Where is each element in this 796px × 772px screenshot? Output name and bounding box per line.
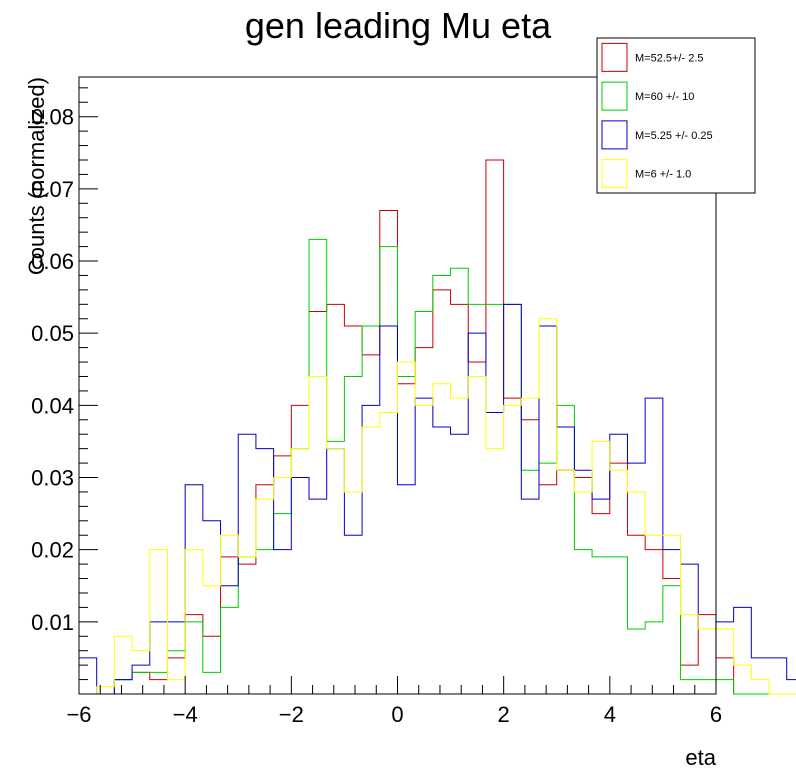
y-tick-label: 0.06 [31,249,74,274]
y-tick-label: 0.08 [31,105,74,130]
series-step-line [79,318,796,695]
series-step-line [79,238,796,695]
x-tick-label: 4 [604,702,616,727]
y-tick-label: 0.07 [31,177,74,202]
x-tick-label: 6 [710,702,722,727]
y-tick-label: 0.02 [31,538,74,563]
legend-swatch [601,120,628,150]
y-axis-label: Counts (normalized) [24,77,49,275]
histogram-series-layer [78,159,796,695]
legend-swatch [601,42,628,72]
x-tick-label: 0 [391,702,403,727]
legend: M=52.5+/- 2.5 M=60 +/- 10 M=5.25 +/- 0.25 M… [596,37,756,194]
x-tick-label: −2 [279,702,304,727]
axis-ticks: −6 −4 −2 0 2 4 6 0.01 0.02 0.03 0.04 0.05 0.06 0.07 0.… [31,87,722,727]
series-3-histogram [78,303,796,695]
x-tick-label: −6 [66,702,91,727]
legend-label: M=52.5+/- 2.5 [635,52,704,64]
chart-title: gen leading Mu eta [245,5,552,46]
series-step-line [78,303,796,695]
legend-box [596,37,756,194]
x-tick-label: 2 [498,702,510,727]
series-2-histogram [79,238,796,695]
x-tick-label: −4 [173,702,198,727]
legend-label: M=5.25 +/- 0.25 [635,130,713,142]
legend-swatch [601,81,628,111]
y-tick-label: 0.01 [31,610,74,635]
y-tick-label: 0.03 [31,466,74,491]
x-axis-label: eta [685,745,716,770]
legend-label: M=6 +/- 1.0 [635,169,691,181]
series-4-histogram [79,318,796,695]
y-tick-label: 0.04 [31,393,74,418]
y-tick-label: 0.05 [31,321,74,346]
legend-label: M=60 +/- 10 [635,91,694,103]
legend-swatch [601,159,628,189]
